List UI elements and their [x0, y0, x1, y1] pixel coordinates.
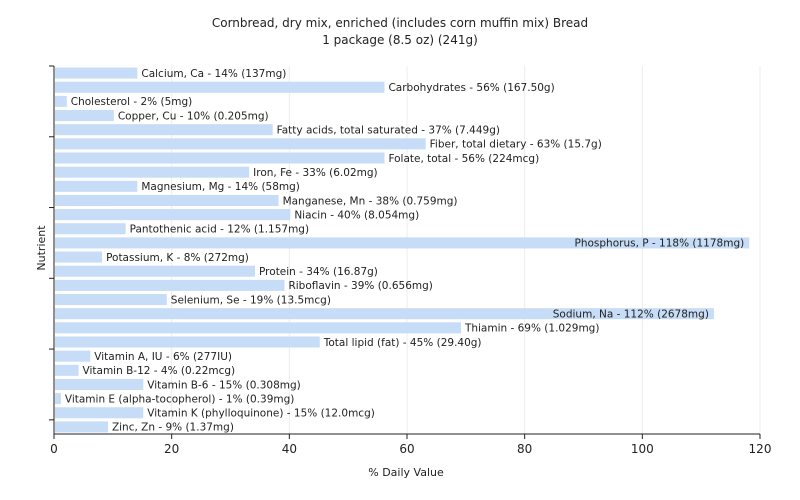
bar	[55, 251, 103, 263]
bar-label: Vitamin E (alpha-tocopherol) - 1% (0.39m…	[65, 393, 295, 405]
bar-label: Riboflavin - 39% (0.656mg)	[288, 280, 432, 292]
x-tick-label: 100	[631, 442, 654, 456]
x-tick-label: 80	[517, 442, 532, 456]
bar-label: Potassium, K - 8% (272mg)	[106, 252, 249, 264]
bar	[55, 152, 385, 164]
x-tick-label: 60	[399, 442, 414, 456]
bar-label: Folate, total - 56% (224mcg)	[388, 153, 539, 165]
bar-label: Total lipid (fat) - 45% (29.40g)	[323, 337, 482, 349]
x-tick-label: 40	[282, 442, 297, 456]
bar	[55, 180, 138, 192]
bar	[55, 407, 144, 419]
bar	[55, 336, 320, 348]
x-axis-label: % Daily Value	[368, 466, 444, 479]
bar	[55, 265, 256, 277]
bar	[55, 294, 167, 306]
bar-label: Vitamin K (phylloquinone) - 15% (12.0mcg…	[147, 408, 375, 420]
bar-label: Carbohydrates - 56% (167.50g)	[388, 82, 554, 94]
bar	[55, 421, 108, 433]
bar-label: Calcium, Ca - 14% (137mg)	[141, 68, 286, 80]
bar-label: Thiamin - 69% (1.029mg)	[464, 323, 600, 335]
bars: Calcium, Ca - 14% (137mg) Carbohydrates -…	[55, 67, 750, 434]
bar-label: Vitamin B-12 - 4% (0.22mcg)	[83, 365, 236, 377]
bar-label: Niacin - 40% (8.054mg)	[294, 209, 419, 221]
bar	[55, 237, 750, 249]
x-tick-label: 120	[749, 442, 772, 456]
bar	[55, 223, 126, 235]
chart-title: Cornbread, dry mix, enriched (includes c…	[212, 16, 588, 30]
bar-label: Magnesium, Mg - 14% (58mg)	[141, 181, 300, 193]
bar-label: Cholesterol - 2% (5mg)	[71, 96, 192, 108]
bar-label: Pantothenic acid - 12% (1.157mg)	[130, 224, 309, 236]
bar	[55, 138, 426, 150]
bar-label: Copper, Cu - 10% (0.205mg)	[118, 110, 269, 122]
bar-label: Sodium, Na - 112% (2678mg)	[553, 308, 709, 320]
bar	[55, 110, 114, 122]
bar	[55, 322, 461, 334]
bar	[55, 67, 138, 79]
bar-label: Manganese, Mn - 38% (0.759mg)	[283, 195, 458, 207]
bar-label: Zinc, Zn - 9% (1.37mg)	[112, 422, 234, 434]
bar-label: Iron, Fe - 33% (6.02mg)	[253, 167, 377, 179]
bar	[55, 279, 285, 291]
bar-label: Fiber, total dietary - 63% (15.7g)	[430, 139, 602, 151]
bar-label: Vitamin B-6 - 15% (0.308mg)	[147, 379, 301, 391]
bar	[55, 308, 714, 320]
bar	[55, 124, 273, 136]
x-tick-label: 20	[164, 442, 179, 456]
bar-label: Phosphorus, P - 118% (1178mg)	[575, 238, 745, 250]
y-axis-label: Nutrient	[35, 225, 48, 271]
axes: 0 20 40 60 80 100 120	[49, 65, 772, 456]
bar-label: Selenium, Se - 19% (13.5mcg)	[171, 294, 331, 306]
bar	[55, 95, 67, 107]
bar-label: Protein - 34% (16.87g)	[259, 266, 378, 278]
bar	[55, 81, 385, 93]
bar-label: Fatty acids, total saturated - 37% (7.44…	[277, 124, 500, 136]
bar	[55, 364, 79, 376]
bar	[55, 194, 279, 206]
bar	[55, 393, 61, 405]
bar-label: Vitamin A, IU - 6% (277IU)	[94, 351, 232, 363]
grid	[171, 66, 761, 434]
bar	[55, 209, 291, 221]
bar	[55, 350, 91, 362]
x-tick-label: 0	[50, 442, 58, 456]
bar	[55, 166, 250, 178]
chart-subtitle: 1 package (8.5 oz) (241g)	[322, 33, 478, 47]
bar	[55, 378, 144, 390]
